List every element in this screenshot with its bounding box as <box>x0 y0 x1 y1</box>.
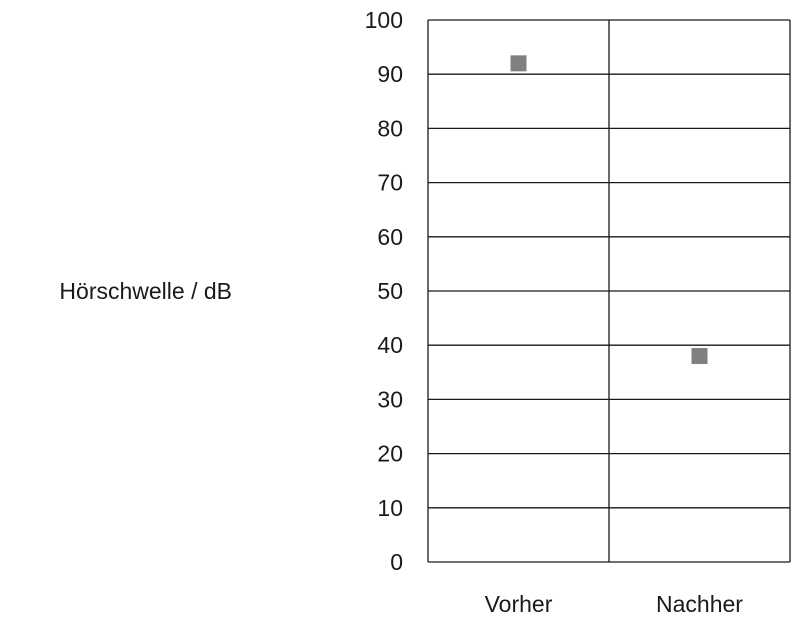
y-tick-label: 100 <box>365 7 403 33</box>
y-tick-label: 0 <box>390 549 403 575</box>
plot-frame <box>427 19 791 563</box>
y-tick-label: 10 <box>377 495 403 521</box>
y-tick-label: 40 <box>377 332 403 358</box>
y-tick-label: 90 <box>377 61 403 87</box>
y-tick-label: 80 <box>377 115 403 141</box>
y-axis-title: Hörschwelle / dB <box>59 278 232 304</box>
grid <box>428 20 790 562</box>
x-category-label: Nachher <box>656 591 743 617</box>
y-tick-label: 30 <box>377 386 403 412</box>
data-point-vorher <box>510 55 527 72</box>
data-points <box>510 55 708 365</box>
y-tick-labels: 0 10 20 30 40 50 60 70 80 90 100 <box>365 7 403 575</box>
x-category-label: Vorher <box>485 591 553 617</box>
y-tick-label: 70 <box>377 170 403 196</box>
data-point-nachher <box>691 348 708 365</box>
y-tick-label: 20 <box>377 441 403 467</box>
x-category-labels: Vorher Nachher <box>485 591 744 617</box>
y-tick-label: 60 <box>377 224 403 250</box>
y-tick-label: 50 <box>377 278 403 304</box>
